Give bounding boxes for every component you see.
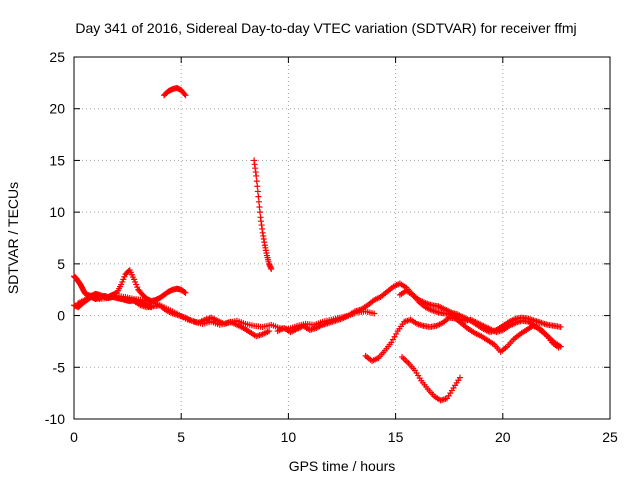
data-point xyxy=(254,183,261,190)
y-axis-label: SDTVAR / TECUs xyxy=(5,182,21,294)
y-tick-label: 15 xyxy=(49,152,65,168)
data-point xyxy=(268,266,275,273)
data-point xyxy=(456,374,463,381)
data-point xyxy=(255,193,262,200)
series-arc-8 xyxy=(396,287,564,350)
data-point xyxy=(181,289,188,296)
series-arc-4 xyxy=(124,296,273,340)
x-axis-label: GPS time / hours xyxy=(289,458,396,474)
data-point xyxy=(255,198,262,205)
y-tick-label: 10 xyxy=(49,204,65,220)
x-tick-label: 25 xyxy=(602,429,618,445)
data-point xyxy=(371,310,378,317)
y-tick-label: -5 xyxy=(53,359,66,375)
grid-lines xyxy=(74,57,610,419)
series-arc-9 xyxy=(362,314,562,365)
data-point xyxy=(254,188,261,195)
x-tick-label: 10 xyxy=(281,429,297,445)
data-point xyxy=(256,209,263,216)
series-arc-6 xyxy=(251,157,275,273)
y-tick-label: 25 xyxy=(49,49,65,65)
x-tick-label: 0 xyxy=(70,429,78,445)
y-tick-label: 20 xyxy=(49,101,65,117)
data-point xyxy=(253,172,260,179)
data-point xyxy=(181,90,188,97)
data-point xyxy=(557,323,564,330)
data-point xyxy=(256,203,263,210)
axis-ticks xyxy=(73,56,611,420)
x-tick-label: 15 xyxy=(388,429,404,445)
y-tick-label: 5 xyxy=(57,256,65,272)
tick-labels: 0 5 10 15 20 25 -10 -5 0 5 10 15 20 25 xyxy=(45,49,618,445)
x-tick-label: 20 xyxy=(495,429,511,445)
data-point xyxy=(253,178,260,185)
y-tick-label: -10 xyxy=(45,411,65,427)
data-marks xyxy=(71,85,564,404)
data-point xyxy=(182,92,189,99)
series-arc-5 xyxy=(161,85,189,99)
data-point xyxy=(182,289,189,296)
data-point xyxy=(555,344,562,351)
x-tick-label: 5 xyxy=(177,429,185,445)
y-tick-label: 0 xyxy=(57,308,65,324)
plot-frame xyxy=(73,56,611,420)
data-point xyxy=(266,328,273,335)
series-arc-10 xyxy=(399,353,463,404)
chart-title: Day 341 of 2016, Sidereal Day-to-day VTE… xyxy=(75,20,576,36)
